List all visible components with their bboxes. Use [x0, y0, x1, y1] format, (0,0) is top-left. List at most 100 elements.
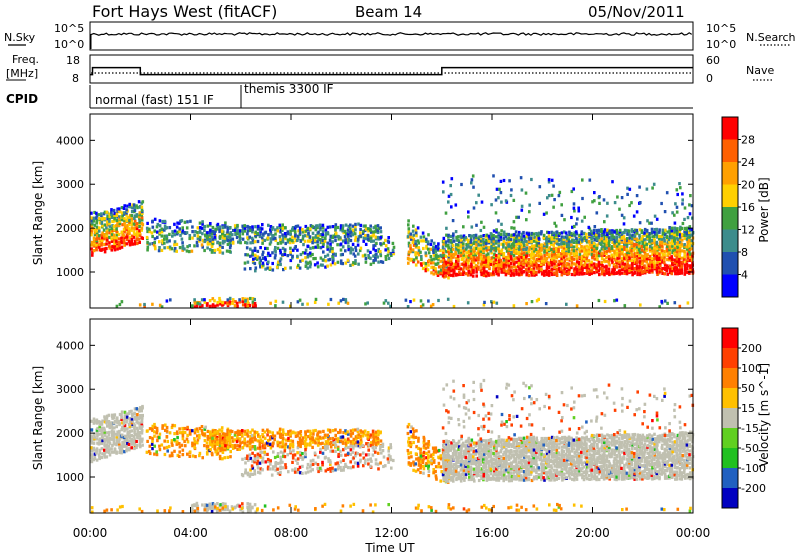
heatmap-cell — [136, 213, 139, 216]
heatmap-cell — [266, 453, 269, 456]
heatmap-cell — [437, 262, 440, 265]
heatmap-cell — [419, 463, 422, 466]
heatmap-cell — [192, 454, 195, 457]
heatmap-cell — [643, 245, 646, 248]
station-title: Fort Hays West (fitACF) — [92, 2, 277, 21]
heatmap-cell — [684, 206, 687, 209]
heatmap-cell — [229, 297, 232, 300]
heatmap-cell — [560, 268, 563, 271]
heatmap-cell — [138, 431, 141, 434]
heatmap-cell — [311, 241, 314, 244]
heatmap-cell — [125, 208, 128, 211]
heatmap-cell — [666, 191, 669, 194]
heatmap-cell — [352, 445, 355, 448]
heatmap-cell — [639, 303, 642, 306]
heatmap-cell — [312, 232, 315, 235]
heatmap-cell — [101, 447, 104, 450]
heatmap-cell — [284, 242, 287, 245]
heatmap-cell — [347, 241, 350, 244]
heatmap-cell — [138, 434, 141, 437]
heatmap-cell — [578, 248, 581, 251]
heatmap-cell — [173, 223, 176, 226]
heatmap-cell — [565, 231, 568, 234]
heatmap-cell — [281, 233, 284, 236]
heatmap-cell — [246, 241, 249, 244]
heatmap-cell — [241, 473, 244, 476]
heatmap-cell — [294, 467, 297, 470]
heatmap-cell — [674, 202, 677, 205]
heatmap-cell — [322, 224, 325, 227]
heatmap-cell — [226, 235, 229, 238]
heatmap-cell — [470, 181, 473, 184]
heatmap-cell — [445, 227, 448, 230]
heatmap-cell — [480, 256, 483, 259]
heatmap-cell — [108, 431, 111, 434]
y-tick-label: 3000 — [56, 178, 84, 191]
heatmap-cell — [558, 194, 561, 197]
y-tick-label: 1000 — [56, 266, 84, 279]
heatmap-cell — [138, 238, 141, 241]
heatmap-cell — [502, 243, 505, 246]
heatmap-cell — [327, 468, 330, 471]
heatmap-cell — [566, 258, 569, 261]
heatmap-cell — [296, 451, 299, 454]
heatmap-cell — [495, 211, 498, 214]
heatmap-cell — [254, 472, 257, 475]
heatmap-cell — [593, 262, 596, 265]
heatmap-cell — [262, 457, 265, 460]
heatmap-cell — [254, 262, 257, 265]
heatmap-cell — [377, 261, 380, 264]
heatmap-cell — [365, 261, 368, 264]
heatmap-cell — [623, 231, 626, 234]
heatmap-cell — [254, 225, 257, 228]
heatmap-cell — [299, 299, 302, 302]
heatmap-cell — [656, 255, 659, 258]
heatmap-cell — [676, 227, 679, 230]
heatmap-cell — [151, 231, 154, 234]
heatmap-cell — [110, 237, 113, 240]
heatmap-cell — [435, 474, 438, 477]
heatmap-cell — [410, 430, 413, 433]
heatmap-cell — [417, 468, 420, 471]
heatmap-cell — [274, 232, 277, 235]
heatmap-cell — [520, 176, 523, 179]
heatmap-cell — [428, 470, 431, 473]
heatmap-cell — [116, 247, 119, 250]
heatmap-cell — [130, 446, 133, 449]
heatmap-cell — [370, 240, 373, 243]
heatmap-cell — [98, 217, 101, 220]
heatmap-cell — [643, 231, 646, 234]
heatmap-cell — [161, 424, 164, 427]
heatmap-cell — [164, 220, 167, 223]
heatmap-cell — [573, 207, 576, 210]
heatmap-cell — [309, 261, 312, 264]
heatmap-cell — [342, 459, 345, 462]
heatmap-cell — [103, 449, 106, 452]
heatmap-cell — [251, 452, 254, 455]
heatmap-cell — [434, 267, 437, 270]
heatmap-cell — [515, 230, 518, 233]
heatmap-cell — [681, 260, 684, 263]
heatmap-cell — [512, 272, 515, 275]
heatmap-cell — [314, 257, 317, 260]
heatmap-cell — [505, 246, 508, 249]
heatmap-cell — [93, 442, 96, 445]
heatmap-cell — [315, 298, 318, 301]
heatmap-cell — [232, 298, 235, 301]
heatmap-cell — [449, 184, 452, 187]
heatmap-cell — [171, 439, 174, 442]
freq-panel-frame — [90, 55, 693, 83]
heatmap-cell — [470, 246, 473, 249]
heatmap-cell — [367, 458, 370, 461]
heatmap-cell — [575, 263, 578, 266]
heatmap-cell — [233, 438, 236, 441]
heatmap-cell — [623, 216, 626, 219]
heatmap-cell — [123, 427, 126, 430]
heatmap-cell — [605, 256, 608, 259]
heatmap-cell — [552, 244, 555, 247]
heatmap-cell — [128, 240, 131, 243]
heatmap-cell — [306, 303, 309, 306]
heatmap-cell — [136, 444, 139, 447]
heatmap-cell — [332, 437, 335, 440]
heatmap-cell — [108, 241, 111, 244]
